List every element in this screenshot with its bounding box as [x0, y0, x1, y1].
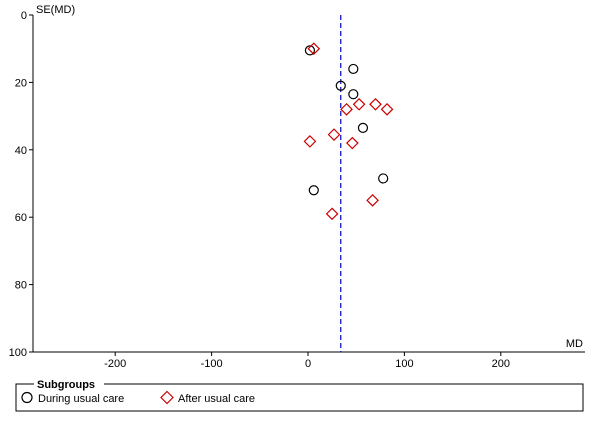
y-tick-label: 100 — [9, 347, 27, 359]
point-circle — [348, 63, 359, 75]
data-points — [303, 42, 394, 221]
y-tick-label: 0 — [21, 10, 27, 22]
point-diamond — [380, 103, 394, 116]
axes: 0 20 40 60 80 100 -200 -100 0 100 200 SE(MD) MD — [9, 4, 585, 370]
point-diamond — [325, 207, 339, 221]
point-diamond — [366, 194, 379, 207]
legend-title-bg — [34, 378, 104, 390]
y-tick-label: 20 — [15, 77, 27, 89]
legend: Subgroups During usual care After usual … — [15, 378, 584, 412]
point-circle — [348, 89, 359, 100]
legend-label-during: During usual care — [38, 393, 124, 405]
point-circle — [335, 80, 346, 91]
x-tick-label: -200 — [104, 358, 126, 370]
point-diamond — [327, 128, 341, 141]
point-diamond — [352, 97, 366, 111]
x-tick-label: 0 — [305, 358, 311, 370]
point-diamond — [340, 103, 353, 116]
point-circle — [357, 122, 369, 133]
point-circle — [304, 45, 316, 56]
point-circle — [378, 173, 389, 184]
x-tick-label: -100 — [201, 358, 223, 370]
legend-circle-icon — [21, 391, 33, 404]
x-ticks: -200 -100 0 100 200 — [104, 352, 510, 370]
point-diamond — [369, 97, 382, 111]
legend-diamond-icon — [160, 390, 174, 405]
y-axis-title: SE(MD) — [36, 4, 75, 16]
y-tick-label: 60 — [15, 212, 27, 224]
legend-label-after: After usual care — [178, 393, 255, 405]
legend-title: Subgroups — [37, 379, 95, 391]
x-tick-label: 200 — [492, 358, 510, 370]
point-circle — [308, 185, 319, 196]
point-diamond — [303, 135, 317, 148]
point-diamond — [307, 42, 321, 56]
legend-box — [15, 383, 584, 412]
point-diamond — [345, 136, 359, 150]
y-tick-label: 80 — [15, 280, 27, 292]
x-axis-title: MD — [566, 338, 583, 350]
x-tick-label: 100 — [395, 358, 413, 370]
y-ticks: 0 20 40 60 80 100 — [9, 10, 33, 359]
y-tick-label: 40 — [15, 145, 27, 157]
